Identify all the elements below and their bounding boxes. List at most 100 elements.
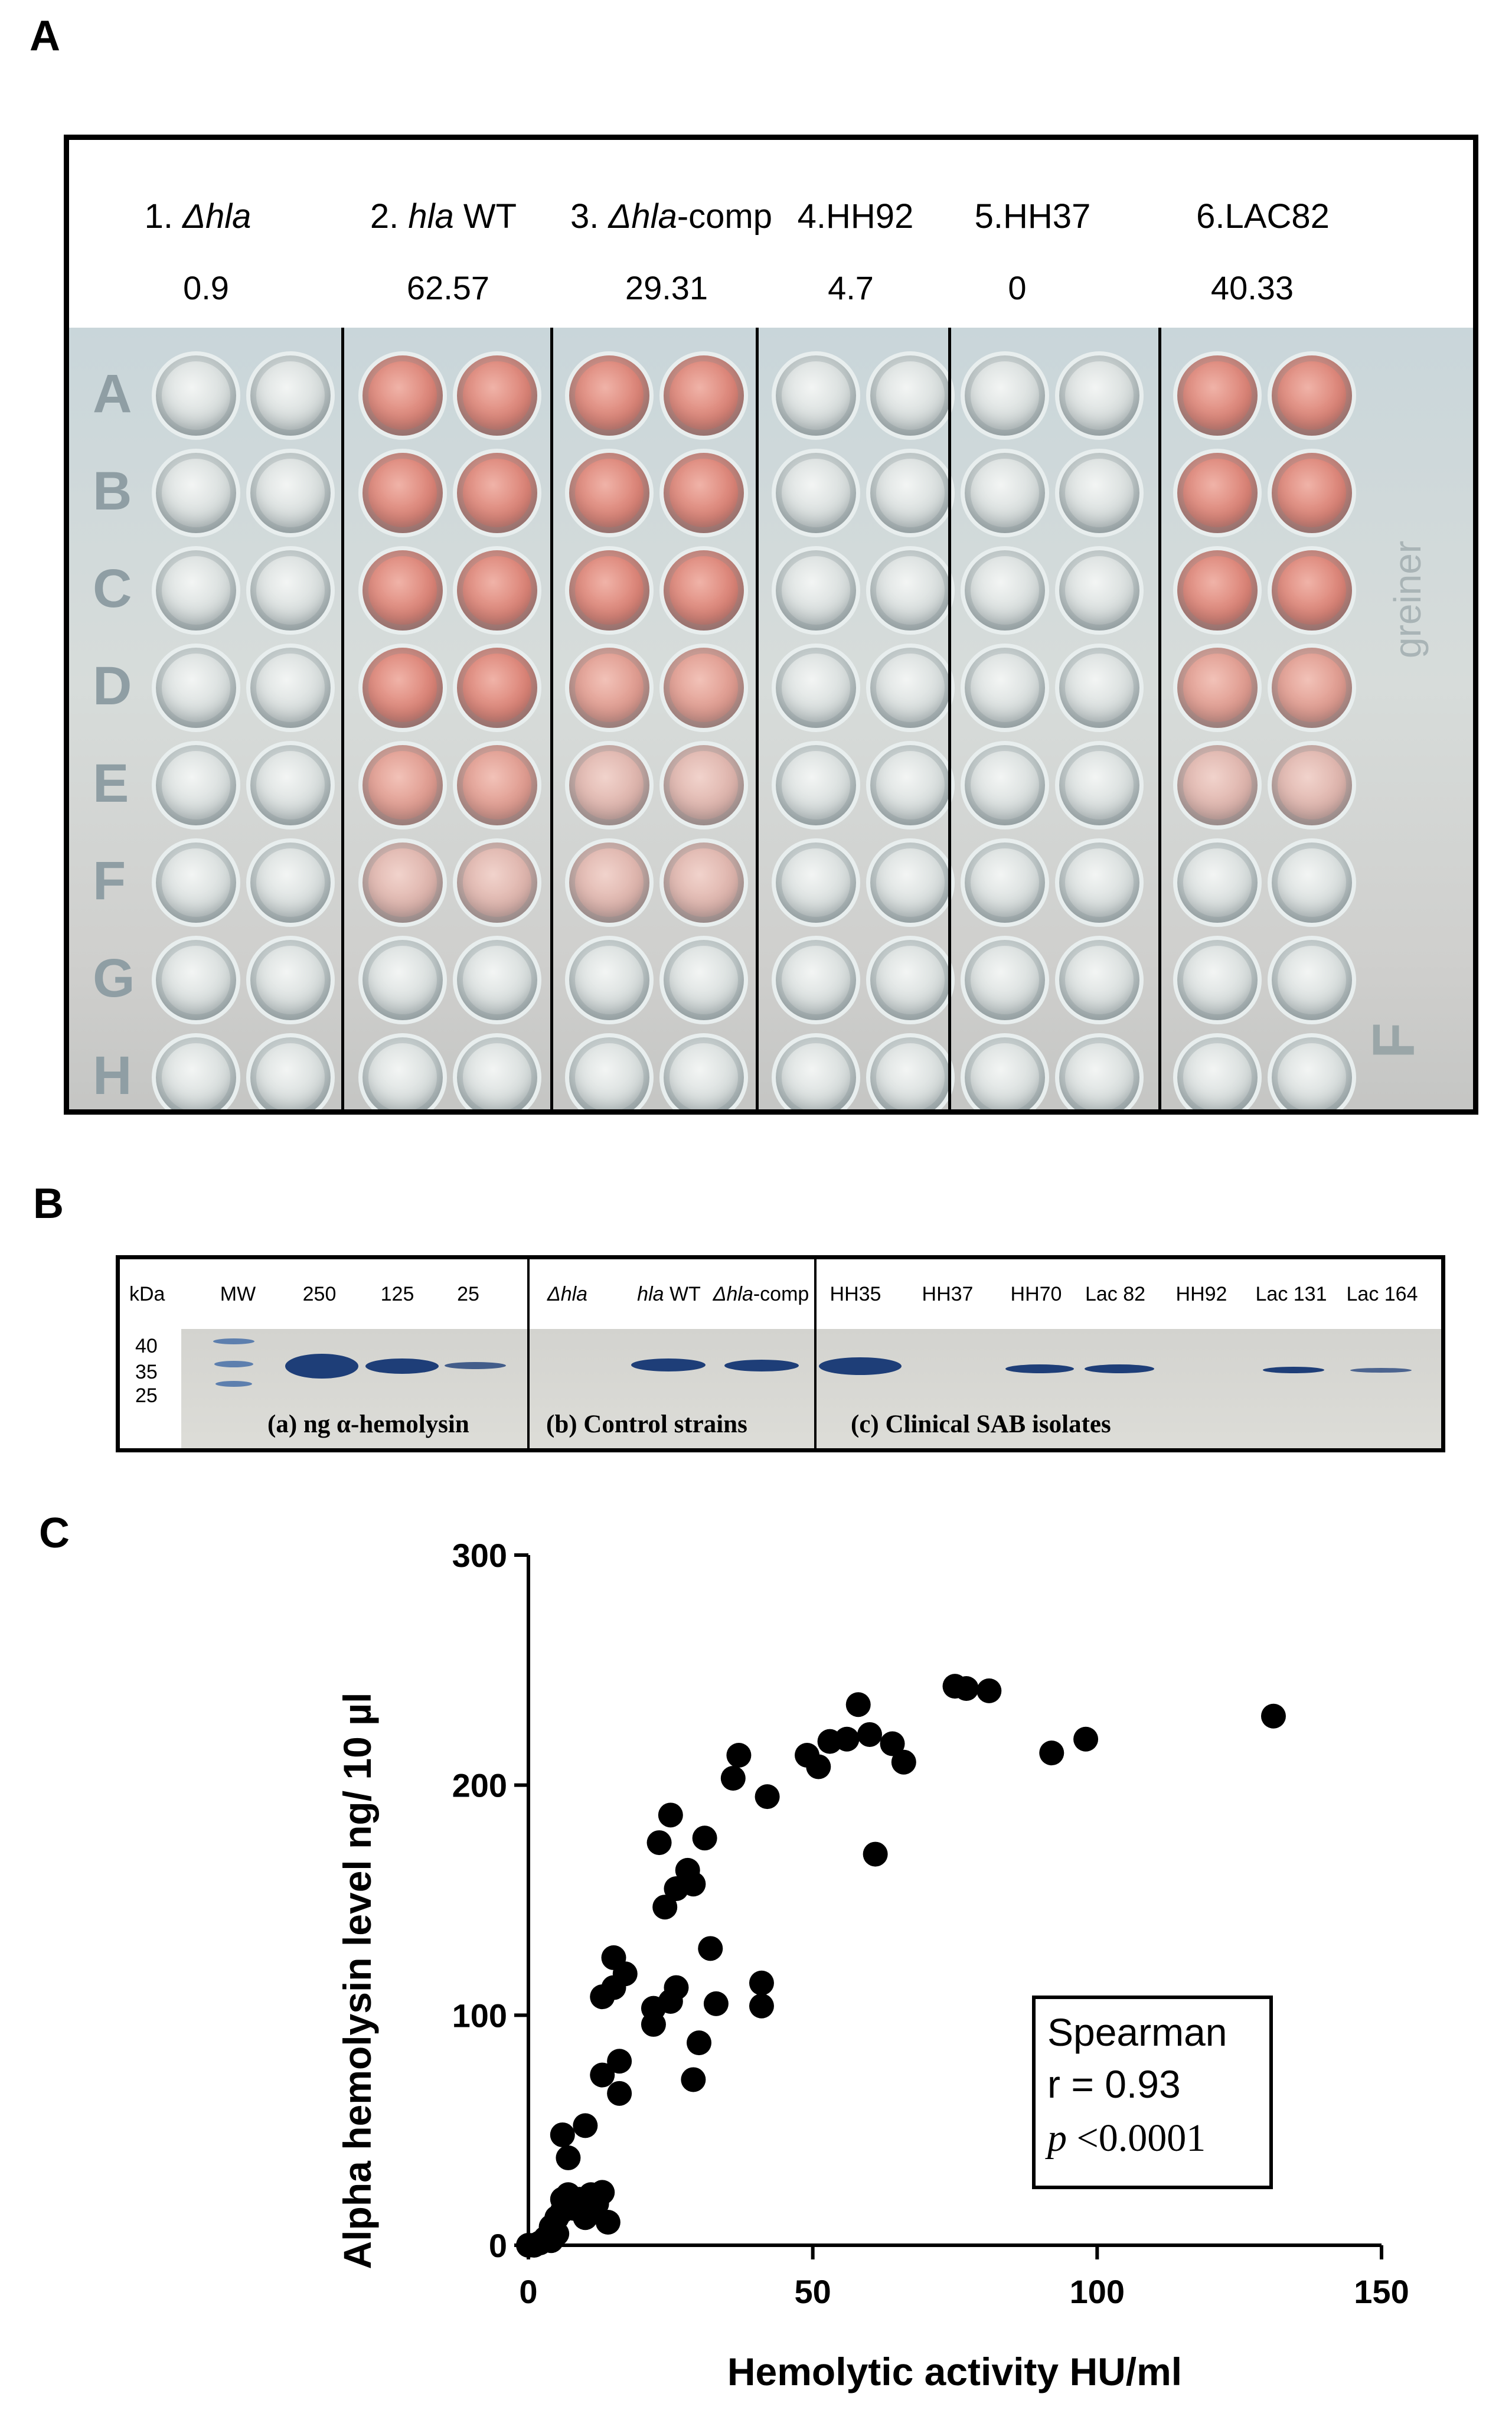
data-point <box>590 2180 615 2205</box>
hemolytic-value-5: 0 <box>1008 269 1027 306</box>
plate-well <box>866 838 955 927</box>
protein-band <box>445 1362 506 1369</box>
data-point <box>953 1676 979 1702</box>
plate-well <box>358 644 447 732</box>
protein-band <box>631 1358 706 1371</box>
lane-label: HH92 <box>1175 1283 1227 1305</box>
plate-well <box>1268 449 1356 537</box>
row-letter: B <box>93 461 132 521</box>
data-point <box>834 1726 860 1752</box>
plate-well <box>565 936 654 1024</box>
blot-membrane <box>181 1329 1441 1448</box>
lane-label: hla WT <box>637 1283 701 1305</box>
plate-well <box>453 1033 541 1109</box>
plate-well <box>866 1033 955 1109</box>
plate-well <box>1268 1033 1356 1109</box>
plate-well <box>152 1033 240 1109</box>
strain-label-4: 4.HH92 <box>797 197 914 236</box>
plate-well <box>152 449 240 537</box>
data-point <box>749 1970 774 1996</box>
plate-well <box>961 1033 1049 1109</box>
legend-p-value: p <0.0001 <box>1047 2117 1206 2160</box>
plate-well <box>772 449 860 537</box>
plate-well <box>866 644 955 732</box>
plate-well <box>1268 351 1356 440</box>
plate-well <box>1055 1033 1144 1109</box>
plate-well <box>1173 1033 1262 1109</box>
plate-well <box>358 449 447 537</box>
data-point <box>652 1895 678 1920</box>
plate-well <box>1055 838 1144 927</box>
column-divider <box>550 328 553 1109</box>
plate-well <box>1173 936 1262 1024</box>
x-tick-label: 150 <box>1354 2273 1409 2310</box>
plate-well <box>866 546 955 635</box>
plate-well <box>246 644 335 732</box>
data-point <box>595 2210 621 2235</box>
plate-well <box>152 741 240 829</box>
statistics-legend: Spearman r = 0.93 p <0.0001 <box>1032 1996 1273 2189</box>
plate-well <box>659 838 748 927</box>
plate-well <box>961 644 1049 732</box>
row-letter: E <box>93 753 129 814</box>
panel-b-label: B <box>33 1180 64 1227</box>
plate-well <box>246 741 335 829</box>
plate-well <box>358 838 447 927</box>
hemolytic-value-2: 62.57 <box>406 269 490 306</box>
row-letter: F <box>93 851 126 911</box>
data-point <box>607 2049 632 2074</box>
plate-well <box>659 936 748 1024</box>
plate-well <box>246 449 335 537</box>
hemolytic-value-6: 40.33 <box>1210 269 1294 306</box>
hemolysis-plate-figure: 1. Δhla 2. hla WT 3. Δhla-comp 4.HH92 5.… <box>64 135 1478 1115</box>
ladder-band <box>215 1381 252 1387</box>
plate-well <box>1055 546 1144 635</box>
lane-label: 125 <box>380 1283 414 1305</box>
plate-well <box>246 838 335 927</box>
data-point <box>863 1841 888 1867</box>
data-point <box>1073 1726 1099 1752</box>
plate-well <box>565 644 654 732</box>
data-point <box>880 1731 905 1756</box>
data-point <box>857 1722 882 1747</box>
data-point <box>687 2030 711 2056</box>
lane-label: Δhla <box>547 1283 588 1305</box>
plate-well <box>1268 644 1356 732</box>
data-point <box>607 2081 632 2106</box>
plate-well <box>453 936 541 1024</box>
section-caption-b: (b) Control strains <box>546 1410 747 1438</box>
plate-well <box>453 449 541 537</box>
data-point <box>891 1749 916 1775</box>
plate-well <box>772 838 860 927</box>
plate-well <box>565 449 654 537</box>
plate-well <box>772 644 860 732</box>
y-tick-label: 0 <box>489 2227 507 2264</box>
data-point <box>1260 1703 1286 1729</box>
plate-well <box>1055 351 1144 440</box>
column-divider <box>948 328 951 1109</box>
scatter-chart: 0 50 100 150 0 100 200 300 Alpha hemolysin leve… <box>335 1537 1409 2393</box>
data-point <box>692 1825 717 1851</box>
data-point <box>845 1692 871 1717</box>
y-tick-label: 300 <box>452 1537 507 1574</box>
protein-band <box>1350 1368 1412 1373</box>
plate-well <box>358 741 447 829</box>
data-point <box>646 1830 672 1856</box>
data-point <box>612 1961 638 1987</box>
plate-well <box>358 351 447 440</box>
plate-well <box>152 546 240 635</box>
lane-label: HH37 <box>922 1283 974 1305</box>
plate-well <box>772 351 860 440</box>
protein-band <box>1085 1364 1154 1373</box>
plate-well <box>1268 936 1356 1024</box>
mw-marker-35: 35 <box>135 1361 158 1383</box>
data-point <box>977 1678 1002 1703</box>
data-point <box>681 1872 706 1897</box>
column-divider <box>341 328 344 1109</box>
plate-well <box>246 351 335 440</box>
data-point <box>749 1993 774 2019</box>
plate-well <box>866 741 955 829</box>
legend-r-value: r = 0.93 <box>1047 2062 1181 2106</box>
x-axis-title: Hemolytic activity HU/ml <box>727 2350 1182 2393</box>
